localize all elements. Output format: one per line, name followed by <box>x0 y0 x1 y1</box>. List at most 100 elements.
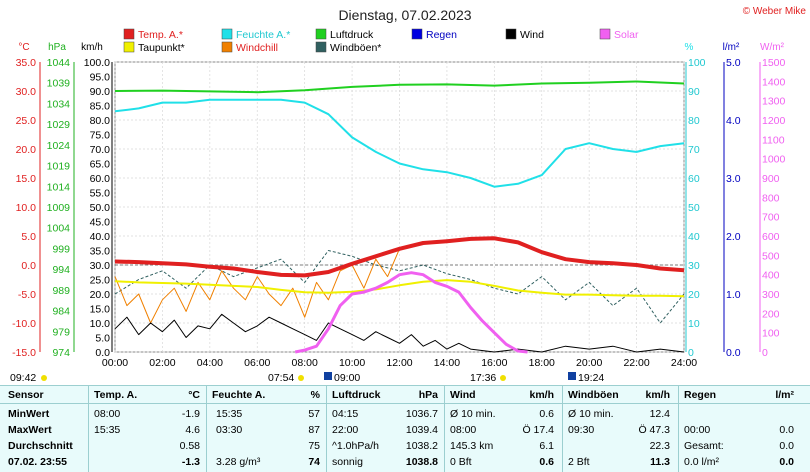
rain-tick-label: 2.0 <box>726 231 741 243</box>
x-tick-label: 22:00 <box>623 357 649 369</box>
legend-swatch <box>411 28 423 40</box>
press-tick-label: 1039 <box>47 78 71 90</box>
solar-tick-label: 1200 <box>762 115 786 127</box>
wind-tick-label: 30.0 <box>90 260 111 272</box>
axes: 00:00 02:00 04:00 06:00 08:00 10:00 12:00 14:00… <box>12 57 785 369</box>
press-tick-label: 1044 <box>47 57 71 69</box>
wind-unit-label: km/h <box>81 42 103 53</box>
table-cell: 0.6 <box>539 408 554 420</box>
max-label: 17:36 <box>470 372 496 384</box>
weather-chart: Dienstag, 07.02.2023 © Weber Mike °C hPa… <box>10 6 807 384</box>
solar-tick-label: 900 <box>762 173 780 185</box>
table-cell: Ø 10 min. <box>568 408 614 420</box>
solar-tick-label: 1300 <box>762 96 786 108</box>
temp-tick-label: 15.0 <box>16 173 37 185</box>
press-tick-label: 984 <box>52 306 70 318</box>
solar-tick-label: 1500 <box>762 57 786 69</box>
press-tick-label: 979 <box>52 326 70 338</box>
table-header-cell: Sensor <box>8 389 44 401</box>
series-solar <box>294 271 528 354</box>
press-tick-label: 974 <box>52 347 70 359</box>
copyright-label: © Weber Mike <box>743 6 807 17</box>
x-tick-label: 12:00 <box>386 357 412 369</box>
legend-label: Wind <box>520 29 544 41</box>
sunset-icon <box>568 372 576 380</box>
table-cell: 4.6 <box>185 424 200 436</box>
table-header-cell: Regen <box>684 389 717 401</box>
solar-tick-label: 300 <box>762 289 780 301</box>
table-cell: 3.28 g/m³ <box>216 456 261 468</box>
table-cell: 22.3 <box>649 440 670 452</box>
wind-tick-label: 60.0 <box>90 173 111 185</box>
press-unit-label: hPa <box>48 42 66 53</box>
table-cell: 6.1 <box>539 440 554 452</box>
x-tick-label: 14:00 <box>434 357 460 369</box>
table-row-label: 07.02. 23:55 <box>8 456 67 468</box>
plot-area <box>114 80 685 354</box>
table-cell: 15:35 <box>94 424 121 436</box>
table-cell: 04:15 <box>332 408 359 420</box>
temp-tick-label: 25.0 <box>16 115 37 127</box>
solar-tick-label: 800 <box>762 192 780 204</box>
press-tick-label: 1009 <box>47 202 71 214</box>
solar-tick-label: 0 <box>762 347 768 359</box>
time-markers: 09:42 07:54 09:00 17:36 19:24 <box>10 372 604 384</box>
table-cell: 0.6 <box>539 456 554 468</box>
legend-label: Solar <box>614 29 639 41</box>
table-cell: sonnig <box>332 456 363 468</box>
x-tick-label: 20:00 <box>576 357 602 369</box>
table-header-cell: km/h <box>645 389 670 401</box>
press-tick-label: 989 <box>52 285 70 297</box>
wind-tick-label: 40.0 <box>90 231 111 243</box>
table-cell: 57 <box>308 408 320 420</box>
legend-label: Feuchte A.* <box>236 29 290 41</box>
wind-tick-label: 95.0 <box>90 72 111 84</box>
legend: Temp. A.* Feuchte A.* Luftdruck Regen Wind So… <box>123 28 639 54</box>
rain-tick-label: 4.0 <box>726 115 741 127</box>
wind-tick-label: 35.0 <box>90 246 111 258</box>
table-cell: 08:00 <box>94 408 121 420</box>
table-header-cell: °C <box>188 389 200 401</box>
wind-tick-label: 0.0 <box>95 347 110 359</box>
temp-tick-label: 30.0 <box>16 86 37 98</box>
series-windchill <box>114 237 495 324</box>
legend-label: Windböen* <box>330 42 381 54</box>
press-tick-label: 1024 <box>47 140 71 152</box>
table-header-cell: Luftdruck <box>332 389 381 401</box>
hum-tick-label: 80 <box>688 115 700 127</box>
table-cell: 1038.8 <box>405 456 438 468</box>
temp-tick-label: -10.0 <box>12 318 36 330</box>
hum-tick-label: 20 <box>688 289 700 301</box>
series-feuchte-a <box>114 98 685 188</box>
chart-title: Dienstag, 07.02.2023 <box>338 7 471 23</box>
hum-tick-label: 100 <box>688 57 706 69</box>
solar-tick-label: 700 <box>762 212 780 224</box>
temp-tick-label: 35.0 <box>16 57 37 69</box>
table-divider <box>206 386 207 472</box>
wind-tick-label: 100.0 <box>84 57 110 69</box>
wind-tick-label: 55.0 <box>90 188 111 200</box>
press-tick-label: 1014 <box>47 181 71 193</box>
table-row-label: MinWert <box>8 408 50 420</box>
series-taupunkt <box>114 279 685 298</box>
series-wind <box>114 313 685 353</box>
x-tick-label: 00:00 <box>102 357 128 369</box>
table-cell: 0.0 <box>779 440 794 452</box>
wind-tick-label: 85.0 <box>90 101 111 113</box>
table-row-label: MaxWert <box>8 424 52 436</box>
table-cell: Ø 10 min. <box>450 408 496 420</box>
hum-tick-label: 10 <box>688 318 700 330</box>
hum-tick-label: 60 <box>688 173 700 185</box>
hum-tick-label: 70 <box>688 144 700 156</box>
temp-tick-label: -15.0 <box>12 347 36 359</box>
sunrise-label: 07:54 <box>268 372 294 384</box>
table-cell: 0 Bft <box>450 456 472 468</box>
solar-noon-label: 09:00 <box>334 372 360 384</box>
table-cell: 145.3 km <box>450 440 494 452</box>
solar-noon-icon <box>324 372 332 380</box>
table-cell: 75 <box>308 440 320 452</box>
wind-tick-label: 15.0 <box>90 304 111 316</box>
wind-tick-label: 80.0 <box>90 115 111 127</box>
temp-tick-label: 5.0 <box>21 231 36 243</box>
wind-tick-label: 45.0 <box>90 217 111 229</box>
